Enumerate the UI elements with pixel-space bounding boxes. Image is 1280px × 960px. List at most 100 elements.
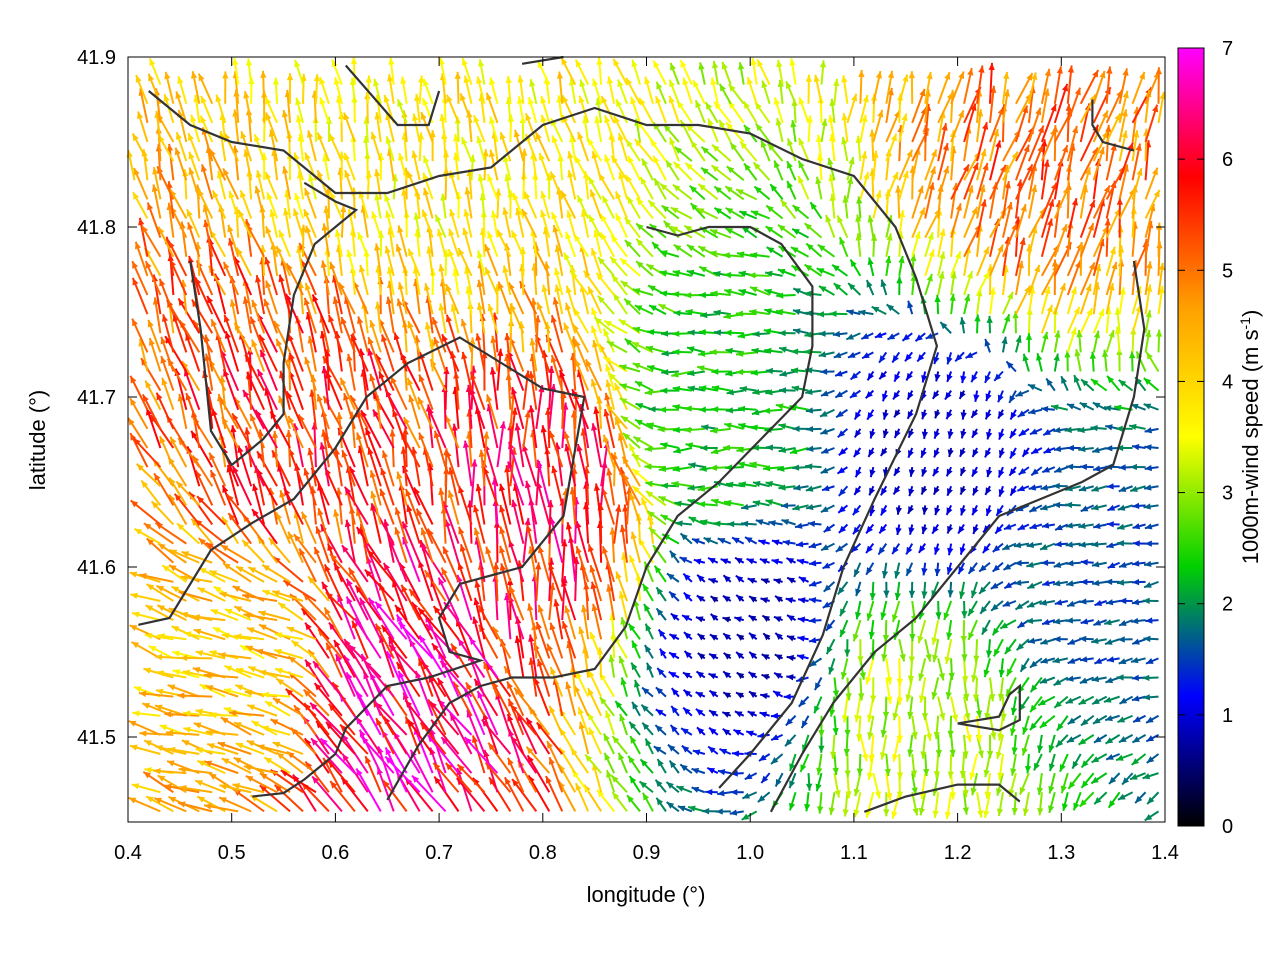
wind-vector (144, 632, 174, 641)
wind-vector (738, 481, 757, 488)
wind-vector (1073, 374, 1082, 392)
wind-vector (631, 59, 641, 85)
wind-vector (859, 734, 869, 762)
wind-vector (931, 619, 940, 646)
wind-vector (994, 523, 1004, 535)
wind-vector (1040, 182, 1058, 219)
wind-vector (1129, 463, 1146, 471)
wind-vector (521, 208, 538, 239)
wind-vector (805, 503, 822, 511)
wind-vector (535, 562, 542, 602)
wind-vector (263, 756, 291, 774)
wind-vector (750, 210, 771, 220)
wind-vector (1053, 466, 1069, 473)
wind-vector (822, 561, 835, 570)
wind-vector (628, 775, 641, 793)
wind-vector (644, 738, 654, 755)
terrain-contour-line (344, 64, 441, 127)
wind-vector (937, 165, 950, 200)
wind-vector (1053, 695, 1069, 709)
wind-vector (294, 192, 304, 219)
wind-vector (441, 333, 460, 372)
wind-vector (407, 320, 421, 353)
wind-vector (698, 385, 718, 392)
wind-vector (965, 351, 978, 359)
wind-vector (317, 628, 343, 660)
wind-vector (1079, 401, 1095, 411)
wind-vector (1016, 638, 1030, 651)
wind-vector (1072, 791, 1082, 811)
wind-vector (932, 639, 940, 663)
wind-vector (641, 722, 654, 736)
wind-vector (960, 505, 967, 516)
wind-vector (885, 133, 898, 162)
wind-vector (644, 76, 654, 105)
wind-vector (1067, 638, 1082, 646)
wind-vector (882, 409, 889, 420)
wind-vector (180, 574, 213, 583)
wind-vector (981, 619, 991, 636)
wind-vector (177, 297, 201, 334)
wind-vector (989, 218, 1001, 257)
wind-vector (732, 728, 745, 736)
wind-vector (841, 75, 849, 104)
wind-vector (808, 597, 822, 604)
wind-vector (656, 758, 667, 774)
wind-vector (1056, 715, 1069, 732)
wind-vector (908, 639, 916, 664)
wind-vector (959, 753, 967, 779)
wind-vector (253, 133, 266, 162)
wind-vector (893, 428, 901, 439)
wind-vector (564, 231, 577, 258)
wind-vector (360, 736, 395, 774)
wind-vector (713, 206, 732, 220)
wind-vector (1066, 197, 1078, 238)
wind-vector (527, 603, 538, 640)
wind-vector (525, 524, 538, 563)
wind-vector (669, 550, 680, 564)
wind-vector (360, 409, 382, 449)
wind-vector (358, 729, 382, 774)
wind-vector (372, 409, 395, 449)
wind-vector (847, 351, 861, 359)
wind-vector (576, 443, 590, 487)
wind-vector (1065, 541, 1081, 548)
wind-vector (859, 171, 870, 200)
wind-vector (898, 209, 906, 238)
wind-vector (506, 713, 525, 755)
wind-vector (343, 486, 369, 526)
wind-vector (571, 769, 589, 793)
wind-vector (511, 778, 538, 812)
wind-vector (427, 407, 447, 449)
wind-vector (1015, 285, 1032, 315)
wind-vector (503, 665, 525, 698)
wind-vector (396, 298, 408, 334)
wind-vector (921, 562, 928, 576)
wind-vector (604, 392, 616, 430)
wind-vector (1131, 167, 1143, 200)
wind-vector (290, 639, 317, 660)
wind-vector (161, 564, 187, 583)
wind-vector (907, 300, 914, 315)
wind-vector (749, 309, 770, 316)
wind-vector (698, 62, 706, 85)
wind-vector (420, 111, 434, 143)
wind-vector (552, 297, 564, 334)
wind-vector (688, 462, 706, 469)
wind-vector (312, 660, 343, 698)
wind-vector (272, 697, 304, 717)
wind-vector (836, 466, 848, 475)
wind-vector (845, 677, 852, 701)
wind-vector (148, 644, 174, 660)
wind-vector (251, 299, 266, 334)
wind-vector (691, 767, 706, 775)
wind-vector (894, 562, 901, 579)
wind-vector (748, 690, 758, 698)
wind-vector (295, 114, 304, 143)
wind-vector (293, 533, 317, 564)
wind-vector (476, 135, 486, 162)
wind-vector (293, 208, 304, 238)
wind-vector (1129, 351, 1136, 372)
wind-vector (870, 677, 877, 703)
wind-vector (323, 606, 343, 640)
